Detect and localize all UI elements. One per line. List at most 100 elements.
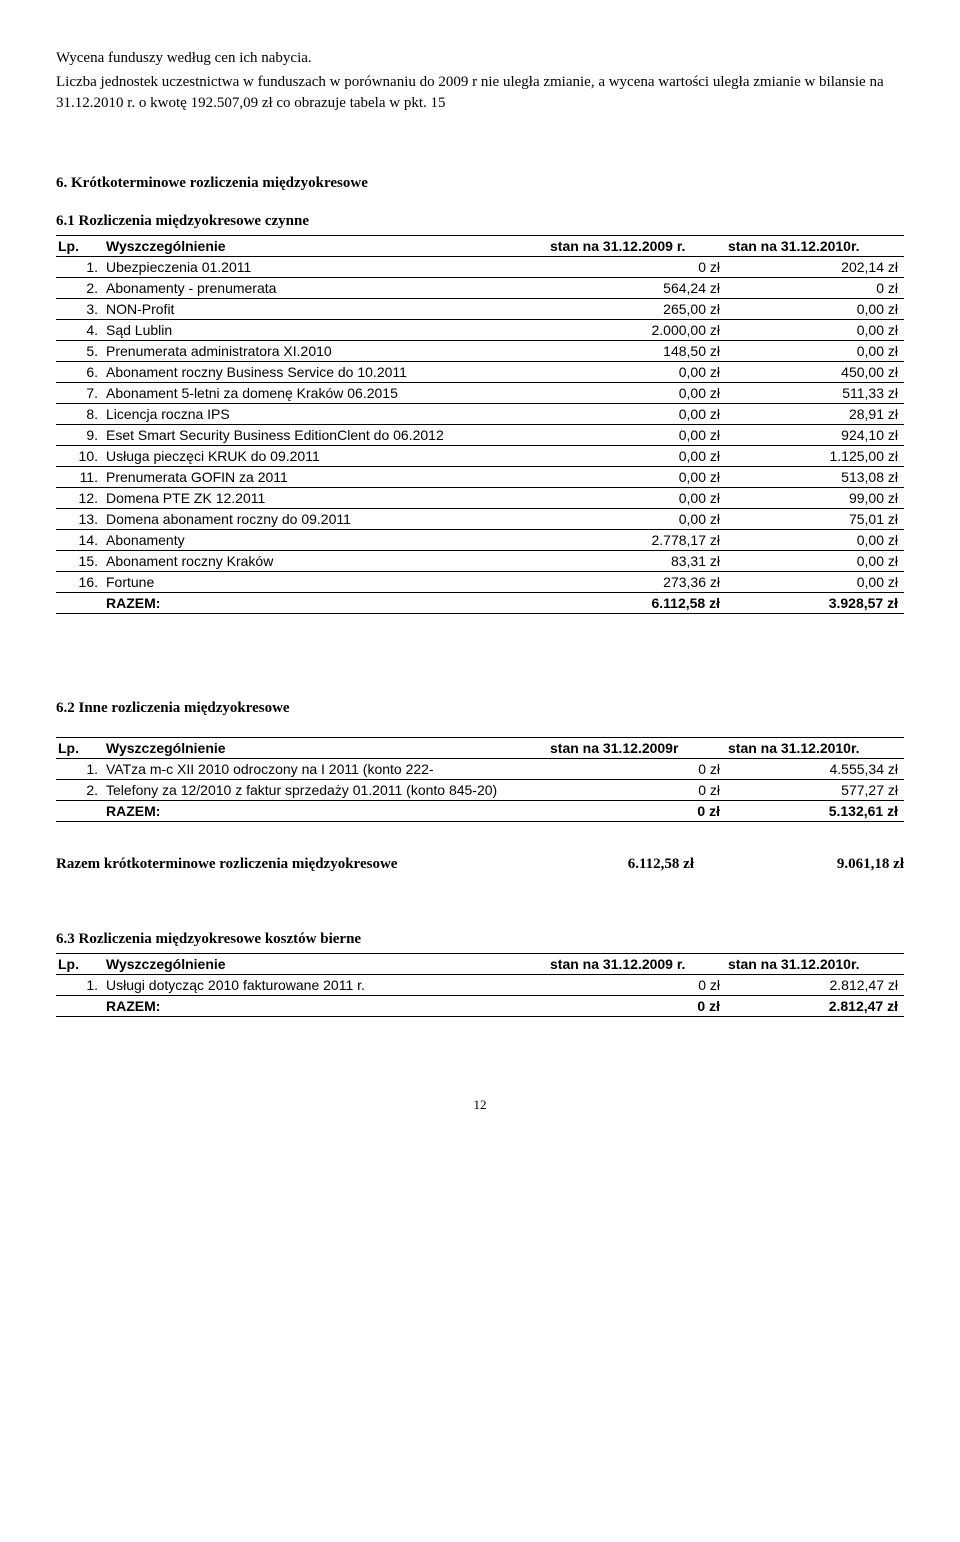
cell-name: VATza m-c XII 2010 odroczony na I 2011 (… <box>104 758 548 779</box>
cell-lp: 1. <box>56 257 104 278</box>
table-razem-row: RAZEM: 0 zł 5.132,61 zł <box>56 800 904 821</box>
table-row: 8.Licencja roczna IPS0,00 zł28,91 zł <box>56 404 904 425</box>
table-row: 5.Prenumerata administratora XI.2010148,… <box>56 341 904 362</box>
cell-name: Eset Smart Security Business EditionClen… <box>104 425 548 446</box>
cell-name: Domena abonament roczny do 09.2011 <box>104 509 548 530</box>
col-2009: stan na 31.12.2009 r. <box>548 953 726 974</box>
cell-v2: 513,08 zł <box>726 467 904 488</box>
table-row: 7.Abonament 5-letni za domenę Kraków 06.… <box>56 383 904 404</box>
table-row: 2.Telefony za 12/2010 z faktur sprzedaży… <box>56 779 904 800</box>
table-row: 2.Abonamenty - prenumerata564,24 zł0 zł <box>56 278 904 299</box>
cell-v2: 450,00 zł <box>726 362 904 383</box>
summary-row: Razem krótkoterminowe rozliczenia między… <box>56 856 904 873</box>
cell-v2: 0,00 zł <box>726 320 904 341</box>
cell-lp: 14. <box>56 530 104 551</box>
col-lp: Lp. <box>56 236 104 257</box>
cell-v1: 0 zł <box>548 758 726 779</box>
cell-v2: 202,14 zł <box>726 257 904 278</box>
spacer <box>56 873 904 929</box>
cell-v2: 0,00 zł <box>726 572 904 593</box>
table-row: 1.Usługi dotycząc 2010 fakturowane 2011 … <box>56 974 904 995</box>
cell-lp: 2. <box>56 779 104 800</box>
razem-v2: 5.132,61 zł <box>726 800 904 821</box>
cell-lp: 8. <box>56 404 104 425</box>
page-number: 12 <box>56 1097 904 1113</box>
cell-name: Abonament roczny Kraków <box>104 551 548 572</box>
cell-v1: 0 zł <box>548 257 726 278</box>
cell-lp: 16. <box>56 572 104 593</box>
table-row: 9.Eset Smart Security Business EditionCl… <box>56 425 904 446</box>
cell-name: Abonamenty - prenumerata <box>104 278 548 299</box>
cell-v2: 577,27 zł <box>726 779 904 800</box>
summary-v2: 9.061,18 zł <box>734 856 904 873</box>
cell-name: Usługi dotycząc 2010 fakturowane 2011 r. <box>104 974 548 995</box>
cell-name: Abonament 5-letni za domenę Kraków 06.20… <box>104 383 548 404</box>
cell-v1: 0,00 zł <box>548 362 726 383</box>
col-name: Wyszczególnienie <box>104 737 548 758</box>
cell-v1: 265,00 zł <box>548 299 726 320</box>
spacer <box>56 614 904 670</box>
table-row: 1.Ubezpieczenia 01.20110 zł202,14 zł <box>56 257 904 278</box>
table-6-1: Lp. Wyszczególnienie stan na 31.12.2009 … <box>56 235 904 614</box>
table-row: 1.VATza m-c XII 2010 odroczony na I 2011… <box>56 758 904 779</box>
cell-v2: 924,10 zł <box>726 425 904 446</box>
cell-v1: 0,00 zł <box>548 467 726 488</box>
summary-v1: 6.112,58 zł <box>524 856 734 873</box>
razem-label: RAZEM: <box>104 593 548 614</box>
cell-name: Domena PTE ZK 12.2011 <box>104 488 548 509</box>
razem-v2: 2.812,47 zł <box>726 995 904 1016</box>
cell-lp: 11. <box>56 467 104 488</box>
table-row: 11.Prenumerata GOFIN za 20110,00 zł513,0… <box>56 467 904 488</box>
cell-lp: 1. <box>56 758 104 779</box>
table-header-row: Lp. Wyszczególnienie stan na 31.12.2009 … <box>56 236 904 257</box>
col-2009: stan na 31.12.2009 r. <box>548 236 726 257</box>
cell-lp: 4. <box>56 320 104 341</box>
table-row: 10.Usługa pieczęci KRUK do 09.20110,00 z… <box>56 446 904 467</box>
spacer <box>56 670 904 698</box>
cell-v1: 148,50 zł <box>548 341 726 362</box>
table-row: 14.Abonamenty2.778,17 zł0,00 zł <box>56 530 904 551</box>
cell-v2: 75,01 zł <box>726 509 904 530</box>
razem-v1: 0 zł <box>548 995 726 1016</box>
col-name: Wyszczególnienie <box>104 953 548 974</box>
section-6-2-title: 6.2 Inne rozliczenia międzyokresowe <box>56 698 904 718</box>
cell-name: Telefony za 12/2010 z faktur sprzedaży 0… <box>104 779 548 800</box>
cell-v2: 0,00 zł <box>726 530 904 551</box>
razem-label: RAZEM: <box>104 995 548 1016</box>
spacer <box>56 822 904 850</box>
table-6-2: Lp. Wyszczególnienie stan na 31.12.2009r… <box>56 737 904 822</box>
cell-v1: 0,00 zł <box>548 509 726 530</box>
cell-v2: 28,91 zł <box>726 404 904 425</box>
col-2010: stan na 31.12.2010r. <box>726 236 904 257</box>
col-lp: Lp. <box>56 953 104 974</box>
table-row: 16.Fortune273,36 zł0,00 zł <box>56 572 904 593</box>
cell-v2: 0 zł <box>726 278 904 299</box>
intro-p1: Wycena funduszy według cen ich nabycia. <box>56 48 904 68</box>
col-2010: stan na 31.12.2010r. <box>726 953 904 974</box>
cell-v1: 273,36 zł <box>548 572 726 593</box>
cell-lp: 2. <box>56 278 104 299</box>
table-header-row: Lp. Wyszczególnienie stan na 31.12.2009r… <box>56 737 904 758</box>
cell-name: Prenumerata administratora XI.2010 <box>104 341 548 362</box>
spacer <box>56 117 904 173</box>
table-row: 13.Domena abonament roczny do 09.20110,0… <box>56 509 904 530</box>
cell-v2: 2.812,47 zł <box>726 974 904 995</box>
table-razem-row: RAZEM: 0 zł 2.812,47 zł <box>56 995 904 1016</box>
cell-name: Fortune <box>104 572 548 593</box>
spacer <box>56 197 904 211</box>
cell-lp: 7. <box>56 383 104 404</box>
cell-v1: 2.778,17 zł <box>548 530 726 551</box>
cell-v1: 0,00 zł <box>548 404 726 425</box>
cell-v1: 2.000,00 zł <box>548 320 726 341</box>
cell-v1: 564,24 zł <box>548 278 726 299</box>
table-razem-row: RAZEM: 6.112,58 zł 3.928,57 zł <box>56 593 904 614</box>
cell-lp: 9. <box>56 425 104 446</box>
spacer <box>56 723 904 737</box>
cell-name: Ubezpieczenia 01.2011 <box>104 257 548 278</box>
cell-name: Abonamenty <box>104 530 548 551</box>
cell-v1: 0 zł <box>548 974 726 995</box>
cell-v1: 0,00 zł <box>548 383 726 404</box>
table-row: 6.Abonament roczny Business Service do 1… <box>56 362 904 383</box>
col-2009r: stan na 31.12.2009r <box>548 737 726 758</box>
razem-v2: 3.928,57 zł <box>726 593 904 614</box>
